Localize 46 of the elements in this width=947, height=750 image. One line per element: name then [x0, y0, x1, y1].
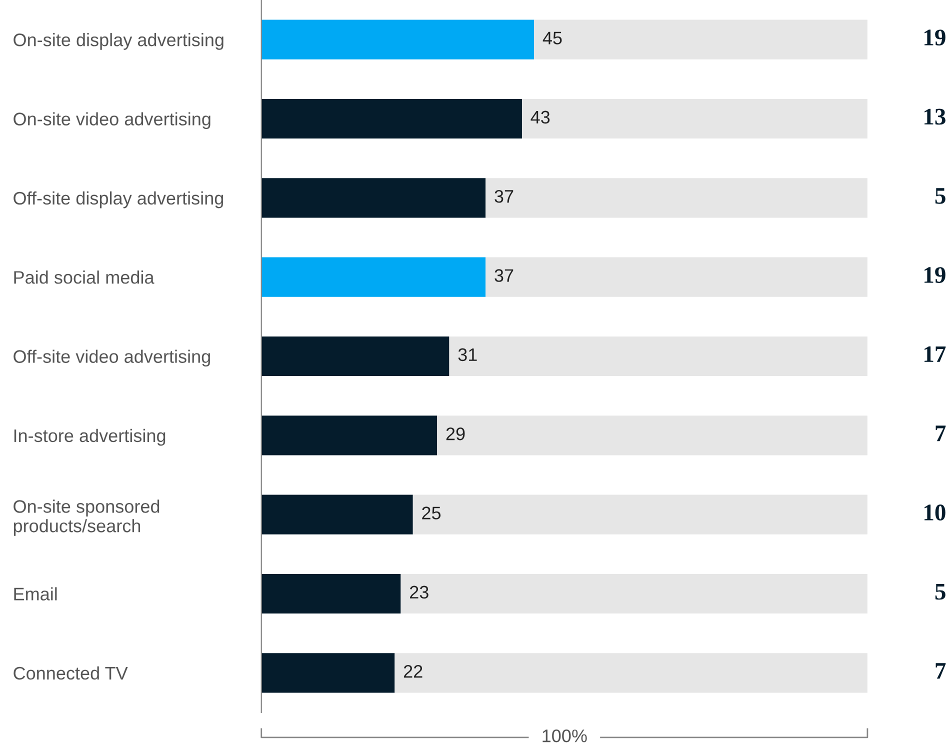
data-label: 37: [494, 190, 514, 203]
data-label: 22: [404, 664, 422, 678]
text: 17: [924, 346, 946, 362]
bar: [534, 20, 868, 60]
y-tick-label: On-site display advertising: [14, 33, 224, 50]
data-label: 25: [422, 506, 441, 520]
bar: [486, 178, 868, 218]
bar: [261, 574, 401, 614]
y-tick-label: Connected TV: [14, 666, 128, 680]
bar: [261, 336, 450, 376]
bar: [261, 257, 486, 297]
text: 7: [936, 426, 946, 442]
data-label: 45: [542, 32, 562, 44]
text: 10: [924, 504, 946, 520]
bar: [522, 98, 868, 139]
bar: [261, 494, 413, 534]
y-tick-label: Off-site display advertising: [14, 191, 224, 208]
data-label: 31: [458, 348, 477, 362]
bar: [261, 416, 438, 456]
bar: [486, 257, 868, 297]
text: 7: [936, 663, 946, 679]
bar: [261, 20, 534, 60]
bar: [261, 653, 395, 693]
y-tick-label: On-site video advertising: [14, 112, 210, 130]
text: 13: [924, 108, 946, 125]
data-label: 43: [530, 110, 550, 124]
text: 19: [924, 30, 946, 46]
text: 5: [935, 584, 946, 600]
bar: [261, 98, 522, 139]
bar: [394, 653, 868, 693]
bar: [449, 336, 868, 376]
y-tick-label: Email: [14, 587, 57, 600]
data-label: 23: [410, 586, 428, 599]
y-tick-label: In-store advertising: [14, 428, 166, 446]
bar: [261, 178, 486, 218]
y-tick-label: On-site sponsored products/search: [14, 500, 160, 536]
data-label: 29: [446, 427, 465, 440]
y-tick-label: Paid social media: [14, 270, 154, 284]
text: 19: [924, 267, 946, 283]
text: 5: [935, 188, 946, 204]
bar: [412, 494, 868, 534]
bar: [400, 574, 868, 614]
data-label: 37: [494, 269, 514, 282]
x-axis-title: 100%: [542, 730, 587, 742]
y-tick-label: Off-site video advertising: [14, 350, 210, 367]
bar: [437, 416, 868, 456]
